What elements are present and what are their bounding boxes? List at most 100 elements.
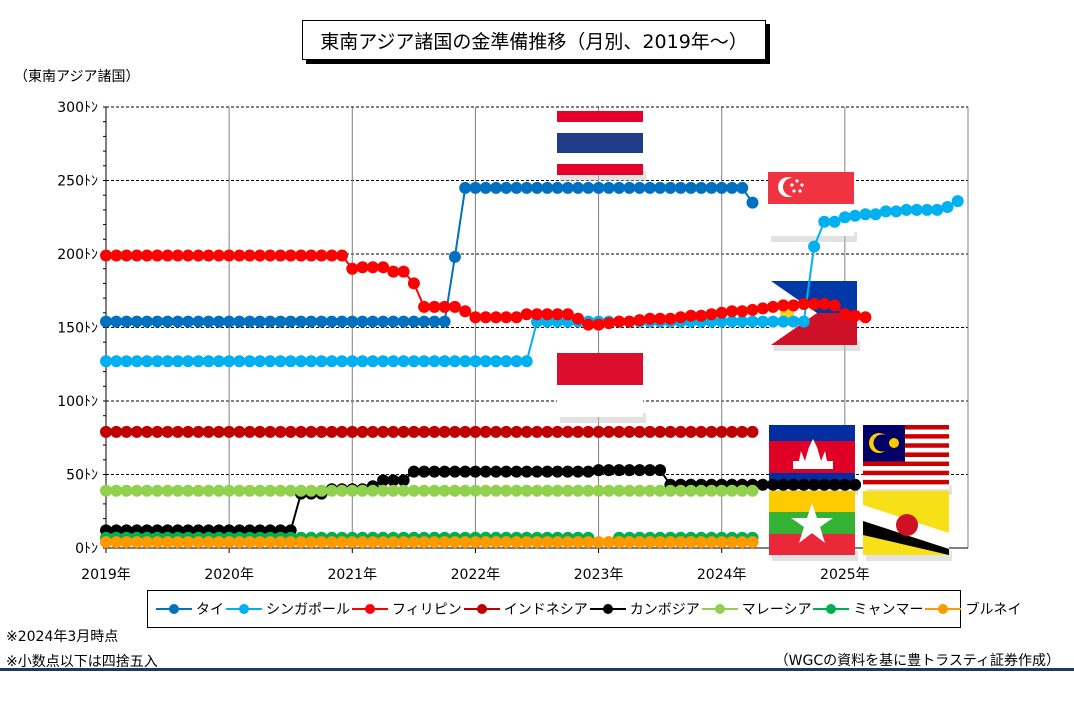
data-point <box>551 425 564 438</box>
flag-stripe <box>557 111 643 122</box>
data-point <box>387 474 400 487</box>
data-point <box>377 484 390 497</box>
data-point <box>643 536 656 549</box>
data-point <box>233 249 246 262</box>
data-point <box>818 478 831 491</box>
data-point <box>202 536 215 549</box>
data-point <box>684 484 697 497</box>
data-point <box>243 355 256 368</box>
data-point <box>572 425 584 438</box>
data-point <box>490 484 502 497</box>
data-point <box>397 484 410 497</box>
data-point <box>541 536 554 549</box>
data-point <box>951 195 964 208</box>
series-8 <box>100 536 759 549</box>
data-point <box>192 425 205 438</box>
data-point <box>130 484 143 497</box>
data-point <box>490 425 502 438</box>
data-point <box>572 312 584 325</box>
data-point <box>736 536 749 549</box>
data-point <box>705 484 718 497</box>
data-point <box>346 355 359 368</box>
data-point <box>715 315 728 328</box>
data-point <box>531 484 543 497</box>
data-point <box>428 355 441 368</box>
data-point <box>377 425 390 438</box>
flag-stripe <box>557 133 643 153</box>
data-point <box>264 536 277 549</box>
data-point <box>469 425 482 438</box>
data-point <box>295 315 307 328</box>
data-point <box>664 181 677 194</box>
data-point <box>746 196 759 209</box>
data-point <box>336 249 348 262</box>
data-point <box>695 425 708 438</box>
data-point <box>366 315 379 328</box>
data-point <box>808 298 821 310</box>
data-point <box>192 249 205 262</box>
data-point <box>500 536 513 549</box>
data-point <box>736 425 749 438</box>
data-point <box>100 355 112 368</box>
data-point <box>510 484 523 497</box>
data-point <box>182 249 195 262</box>
data-point <box>890 205 903 218</box>
data-point <box>797 298 810 310</box>
data-point <box>561 425 574 438</box>
data-point <box>274 315 287 328</box>
data-point <box>808 240 821 253</box>
data-point <box>664 312 677 325</box>
data-point <box>910 203 923 216</box>
data-point <box>726 181 738 194</box>
legend-marker-icon <box>352 604 388 614</box>
data-point <box>469 536 482 549</box>
data-point <box>756 302 769 315</box>
data-point <box>828 215 841 228</box>
data-point <box>438 355 451 368</box>
data-point <box>223 484 236 497</box>
data-point <box>510 311 523 324</box>
data-point <box>695 484 708 497</box>
data-point <box>274 249 287 262</box>
flag-stripe <box>769 534 855 555</box>
data-point <box>346 262 359 275</box>
data-point <box>582 465 595 478</box>
data-point <box>613 425 626 438</box>
x-tick-label: 2019年 <box>81 567 131 583</box>
data-point <box>838 211 851 224</box>
data-point <box>192 315 205 328</box>
data-point <box>520 308 533 321</box>
data-point <box>418 315 431 328</box>
data-point <box>448 465 461 478</box>
data-point <box>336 484 348 497</box>
data-point <box>243 315 256 328</box>
data-point <box>849 478 862 491</box>
data-point <box>469 465 482 478</box>
data-point <box>448 250 461 263</box>
data-point <box>520 355 533 368</box>
flag-stripe <box>863 425 949 430</box>
data-point <box>387 484 400 497</box>
data-point <box>110 249 123 262</box>
data-point <box>664 425 677 438</box>
data-point <box>541 308 554 321</box>
y-tick-label: 0ﾄﾝ <box>75 541 98 557</box>
data-point <box>684 425 697 438</box>
x-tick-label: 2025年 <box>820 567 870 583</box>
data-point <box>356 484 369 497</box>
flag-star <box>798 189 802 193</box>
data-point <box>315 355 328 368</box>
data-point <box>387 265 400 278</box>
data-point <box>613 315 626 328</box>
data-point <box>551 484 564 497</box>
flag-stripe <box>863 484 949 489</box>
data-point <box>490 465 502 478</box>
data-point <box>459 425 472 438</box>
data-point <box>407 355 420 368</box>
flag-stripe <box>863 479 949 485</box>
series-4 <box>100 425 759 438</box>
source-note: （WGCの資料を基に豊トラスティ証券作成） <box>774 653 1060 669</box>
data-point <box>295 484 307 497</box>
data-point <box>284 355 297 368</box>
data-point <box>602 181 615 194</box>
